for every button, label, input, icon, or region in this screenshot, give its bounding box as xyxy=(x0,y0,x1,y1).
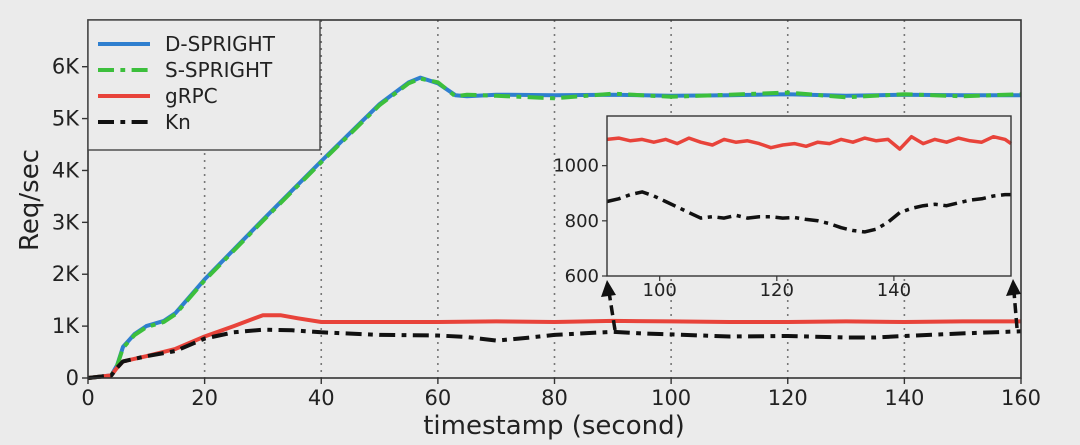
legend-label: Kn xyxy=(165,110,191,134)
zoom-arrows xyxy=(601,279,1021,331)
y-tick-label: 0 xyxy=(66,366,79,390)
x-tick-label: 120 xyxy=(768,386,808,410)
inset-x-tick-label: 120 xyxy=(760,280,794,301)
inset-axis-ticks: 100 120 140 600 800 1000 xyxy=(553,156,911,301)
y-tick-label: 1K xyxy=(52,314,80,338)
zoom-arrow-left xyxy=(607,291,617,331)
legend-label: S-SPRIGHT xyxy=(165,58,273,82)
inset-chart: 100 120 140 600 800 1000 xyxy=(553,115,1013,301)
x-tick-label: 100 xyxy=(651,386,691,410)
legend-label: D-SPRIGHT xyxy=(165,32,276,56)
series-lines xyxy=(87,75,1022,380)
x-tick-label: 0 xyxy=(81,386,94,410)
y-tick-label: 2K xyxy=(52,262,80,286)
y-tick-label: 5K xyxy=(52,107,80,131)
x-tick-label: 40 xyxy=(308,386,335,410)
inset-series-lines xyxy=(606,134,1013,234)
inset-series-line-grpc xyxy=(606,134,1013,151)
y-tick-label: 6K xyxy=(52,55,80,79)
x-tick-label: 80 xyxy=(541,386,568,410)
inset-y-tick-label: 1000 xyxy=(553,156,599,177)
x-tick-label: 20 xyxy=(191,386,218,410)
inset-y-tick-label: 800 xyxy=(565,211,599,232)
legend-label: gRPC xyxy=(165,84,218,108)
x-axis-label: timestamp (second) xyxy=(423,411,685,441)
inset-series-line-kn xyxy=(606,190,1011,234)
y-tick-label: 3K xyxy=(52,210,80,234)
zoom-arrow-right xyxy=(1012,291,1019,329)
zoom-arrowhead-right xyxy=(1006,279,1021,296)
series-line-kn xyxy=(87,327,1022,380)
series-line-grpc xyxy=(87,313,1021,380)
y-tick-label: 4K xyxy=(52,158,80,182)
inset-y-tick-label: 600 xyxy=(565,266,599,287)
x-tick-label: 160 xyxy=(1001,386,1041,410)
inset-x-tick-label: 140 xyxy=(877,280,911,301)
y-axis-label: Req/sec xyxy=(15,149,45,251)
series-line-s-spright xyxy=(87,76,1022,380)
inset-x-tick-label: 100 xyxy=(643,280,677,301)
inset-frame xyxy=(606,115,1012,277)
axis-ticks: 0 20 40 60 80 100 120 140 160 0 1K 2K 3K 4K 5K 6K xyxy=(52,55,1041,410)
zoom-arrowhead-left xyxy=(601,280,616,297)
x-tick-label: 140 xyxy=(884,386,924,410)
x-tick-label: 60 xyxy=(425,386,452,410)
legend-box xyxy=(87,19,321,151)
